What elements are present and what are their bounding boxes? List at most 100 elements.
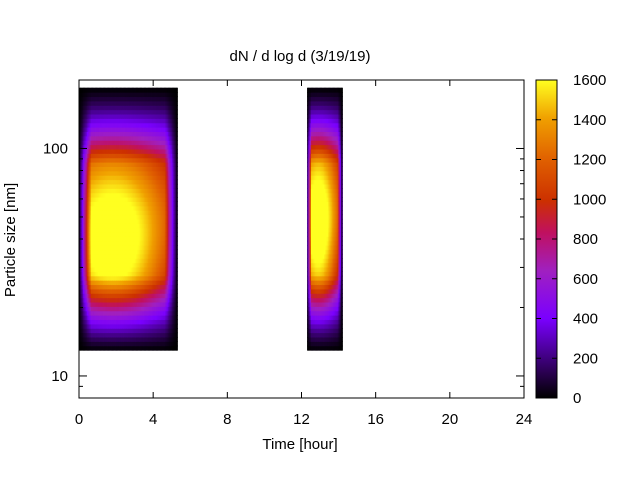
heatmap-cell [141,266,144,272]
heatmap-cell [166,249,169,255]
heatmap-cell [105,315,108,321]
heatmap-cell [152,323,154,329]
heatmap-cell [118,332,121,338]
heatmap-cell [312,236,315,242]
heatmap-cell [109,118,112,124]
heatmap-cell [88,258,91,264]
heatmap-cell [144,275,146,281]
heatmap-cell [141,162,144,167]
heatmap-cell [154,253,157,259]
heatmap-cell [156,188,158,194]
heatmap-cell [93,319,96,325]
heatmap-cell [175,131,178,137]
heatmap-cell [122,135,125,141]
heatmap-cell [109,336,112,342]
heatmap-cell [104,341,107,347]
heatmap-cell [161,227,164,233]
heatmap-cell [89,96,92,102]
heatmap-cell [90,188,93,194]
heatmap-cell [133,345,136,351]
heatmap-cell [85,223,88,229]
heatmap-cell [124,205,127,211]
heatmap-cell [132,92,135,98]
heatmap-cell [105,310,108,316]
heatmap-cell [92,275,95,281]
heatmap-cell [114,223,117,229]
heatmap-cell [132,280,135,286]
heatmap-cell [158,87,161,93]
heatmap-cell [120,148,123,154]
heatmap-cell [89,135,92,141]
heatmap-cell [96,153,99,159]
heatmap-cell [162,258,165,264]
heatmap-cell [149,223,152,229]
heatmap-cell [121,122,124,128]
heatmap-cell [167,249,170,255]
heatmap-cell [171,100,174,106]
heatmap-cell [142,92,145,98]
heatmap-cell [307,87,309,93]
heatmap-cell [309,231,312,237]
heatmap-cell [93,336,96,342]
heatmap-cell [154,100,157,106]
heatmap-cell [89,153,92,159]
heatmap-cell [102,323,105,329]
heatmap-cell [146,323,149,329]
heatmap-cell [112,170,115,176]
heatmap-cell [150,179,153,185]
heatmap-cell [96,131,99,137]
heatmap-cell [129,293,132,299]
heatmap-cell [96,271,99,277]
heatmap-cell [169,271,172,277]
heatmap-cell [158,122,161,128]
heatmap-cell [104,100,107,106]
heatmap-cell [165,284,168,290]
heatmap-cell [81,345,84,351]
heatmap-cell [88,280,91,286]
heatmap-cell [310,315,313,321]
heatmap-cell [314,218,317,224]
heatmap-cell [105,100,108,106]
heatmap-cell [307,197,309,202]
heatmap-cell [116,179,119,185]
heatmap-cell [120,288,123,294]
heatmap-cell [153,284,156,290]
heatmap-cell [90,179,93,185]
heatmap-cell [156,253,158,259]
heatmap-cell [126,240,129,246]
heatmap-cell [310,301,313,307]
heatmap-cell [150,162,153,167]
heatmap-cell [308,92,311,98]
heatmap-cell [90,218,93,224]
heatmap-cell [114,214,117,220]
heatmap-cell [312,284,315,290]
heatmap-cell [124,157,127,163]
heatmap-cell [90,345,93,351]
heatmap-cell [169,245,172,251]
heatmap-cell [102,118,105,124]
heatmap-cell [96,301,99,307]
heatmap-cell [124,336,127,342]
heatmap-cell [102,266,105,272]
heatmap-cell [97,297,100,303]
heatmap-cell [166,188,169,194]
heatmap-cell [170,218,173,224]
heatmap-cell [317,179,320,185]
heatmap-cell [112,148,115,154]
heatmap-cell [104,118,107,124]
heatmap-cell [89,170,92,176]
heatmap-cell [173,183,176,189]
heatmap-cell [86,166,89,172]
heatmap-cell [141,258,144,264]
heatmap-cell [124,262,127,268]
heatmap-cell [96,135,99,141]
heatmap-cell [105,323,108,329]
heatmap-cell [166,336,169,342]
heatmap-cell [141,87,144,93]
heatmap-cell [84,297,87,303]
heatmap-cell [161,92,164,98]
heatmap-cell [120,227,123,233]
heatmap-cell [157,153,160,159]
heatmap-cell [132,341,135,347]
heatmap-cell [89,105,92,111]
